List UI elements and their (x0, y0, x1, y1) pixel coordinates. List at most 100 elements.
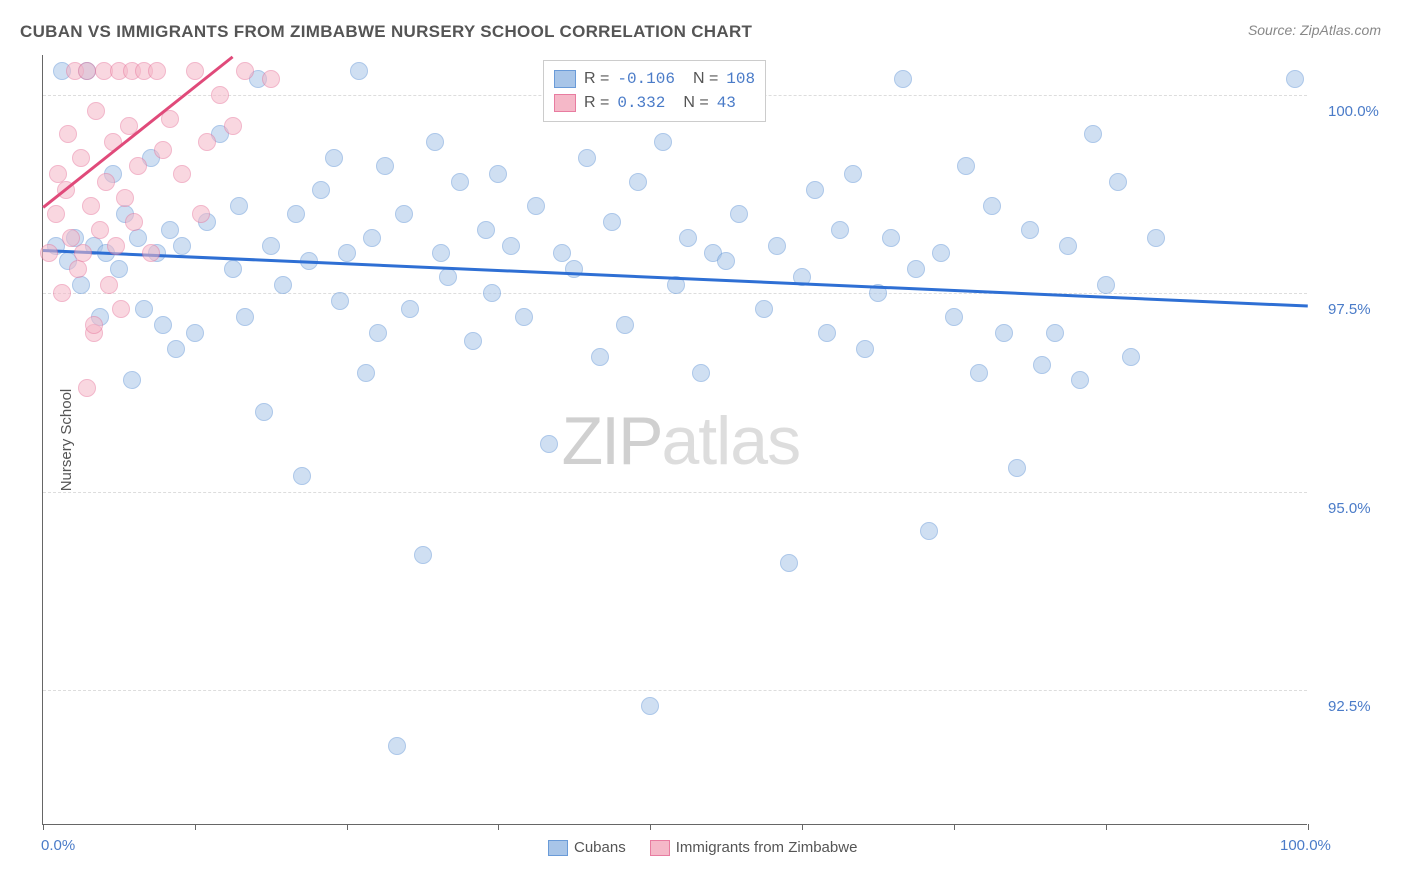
data-point (983, 197, 1001, 215)
x-tick (954, 824, 955, 830)
data-point (173, 237, 191, 255)
data-point (236, 308, 254, 326)
data-point (395, 205, 413, 223)
data-point (818, 324, 836, 342)
data-point (464, 332, 482, 350)
data-point (198, 133, 216, 151)
x-tick (347, 824, 348, 830)
data-point (578, 149, 596, 167)
data-point (540, 435, 558, 453)
data-point (167, 340, 185, 358)
data-point (553, 244, 571, 262)
data-point (894, 70, 912, 88)
source-attribution: Source: ZipAtlas.com (1248, 22, 1381, 38)
grid-line (43, 492, 1307, 493)
data-point (945, 308, 963, 326)
data-point (224, 117, 242, 135)
data-point (1046, 324, 1064, 342)
legend-n-label: N = (683, 91, 708, 115)
x-tick (650, 824, 651, 830)
x-tick (1308, 824, 1309, 830)
legend-row: R =-0.106N =108 (554, 67, 755, 91)
legend-swatch (548, 840, 568, 856)
data-point (768, 237, 786, 255)
data-point (1147, 229, 1165, 247)
data-point (1109, 173, 1127, 191)
data-point (957, 157, 975, 175)
data-point (1286, 70, 1304, 88)
data-point (755, 300, 773, 318)
x-tick (498, 824, 499, 830)
data-point (74, 244, 92, 262)
data-point (142, 244, 160, 262)
data-point (350, 62, 368, 80)
data-point (357, 364, 375, 382)
data-point (831, 221, 849, 239)
data-point (1033, 356, 1051, 374)
legend-swatch (554, 70, 576, 88)
data-point (40, 244, 58, 262)
watermark-atlas: atlas (661, 403, 800, 479)
y-tick-label: 95.0% (1328, 500, 1371, 517)
legend-item: Cubans (548, 839, 626, 856)
legend-swatch (554, 94, 576, 112)
data-point (148, 62, 166, 80)
legend-item: Immigrants from Zimbabwe (650, 839, 858, 856)
data-point (654, 133, 672, 151)
data-point (369, 324, 387, 342)
data-point (426, 133, 444, 151)
data-point (970, 364, 988, 382)
data-point (236, 62, 254, 80)
data-point (325, 149, 343, 167)
legend-row: R = 0.332N = 43 (554, 91, 755, 115)
data-point (439, 268, 457, 286)
data-point (82, 197, 100, 215)
data-point (85, 316, 103, 334)
data-point (401, 300, 419, 318)
y-tick-label: 97.5% (1328, 301, 1371, 318)
data-point (502, 237, 520, 255)
data-point (641, 697, 659, 715)
data-point (78, 62, 96, 80)
data-point (287, 205, 305, 223)
data-point (293, 467, 311, 485)
data-point (262, 237, 280, 255)
data-point (1021, 221, 1039, 239)
legend-n-value: 108 (726, 67, 755, 91)
correlation-legend: R =-0.106N =108R = 0.332 N = 43 (543, 60, 766, 122)
data-point (616, 316, 634, 334)
data-point (780, 554, 798, 572)
data-point (717, 252, 735, 270)
data-point (78, 379, 96, 397)
data-point (72, 149, 90, 167)
data-point (116, 189, 134, 207)
data-point (230, 197, 248, 215)
x-tick (1106, 824, 1107, 830)
data-point (489, 165, 507, 183)
data-point (692, 364, 710, 382)
data-point (186, 324, 204, 342)
legend-n-value: 43 (717, 91, 736, 115)
grid-line (43, 690, 1307, 691)
data-point (603, 213, 621, 231)
trend-line (43, 249, 1308, 307)
data-point (274, 276, 292, 294)
data-point (806, 181, 824, 199)
legend-label: Immigrants from Zimbabwe (676, 839, 858, 856)
data-point (477, 221, 495, 239)
legend-r-label: R = (584, 67, 609, 91)
data-point (451, 173, 469, 191)
data-point (161, 221, 179, 239)
scatter-plot-area: Nursery School ZIPatlas 100.0%97.5%95.0%… (42, 55, 1307, 825)
legend-r-value: 0.332 (617, 91, 665, 115)
data-point (844, 165, 862, 183)
x-tick-label: 100.0% (1280, 837, 1331, 854)
data-point (730, 205, 748, 223)
data-point (110, 260, 128, 278)
data-point (72, 276, 90, 294)
data-point (995, 324, 1013, 342)
data-point (338, 244, 356, 262)
data-point (907, 260, 925, 278)
legend-label: Cubans (574, 839, 626, 856)
data-point (432, 244, 450, 262)
